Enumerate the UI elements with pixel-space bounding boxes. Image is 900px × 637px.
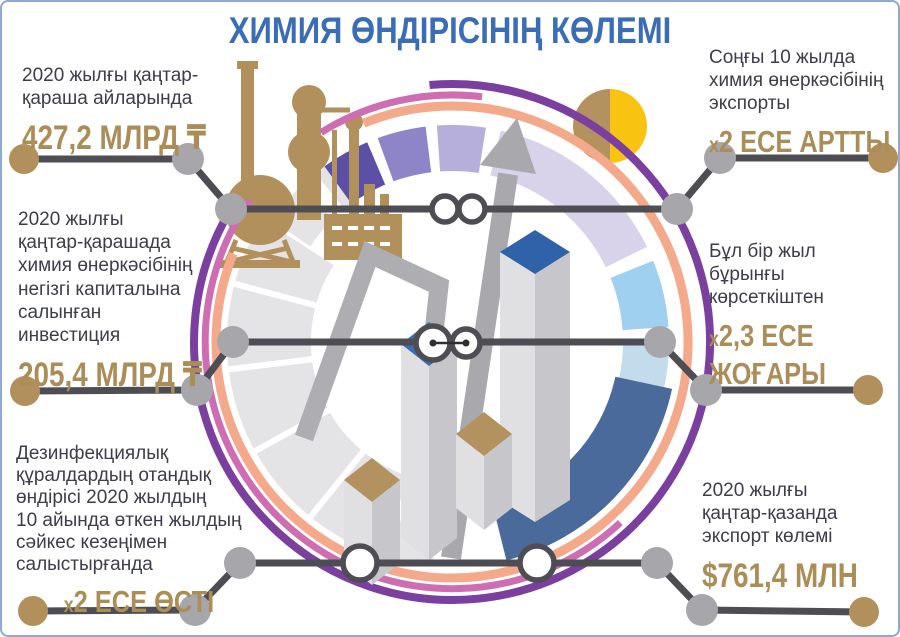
stat-disinfectant-production-desc: Дезинфекциялық құралдардың отандық өндір…: [16, 443, 242, 576]
two-tone-circle-icon: [573, 89, 647, 163]
bar-blue-small: [401, 322, 457, 560]
stat-export-volume-amount: $761,4 МЛН: [702, 556, 858, 595]
stat-investment-desc: 2020 жылғы қаңтар-қарашада химия өнеркәс…: [18, 209, 193, 346]
stat-production-value-amount: 427,2 МЛРД ₸: [22, 119, 207, 158]
connector-bottom: [32, 559, 865, 616]
stat-export-growth: Соңғы 10 жылда химия өнеркәсібінің экспо…: [709, 46, 894, 160]
stat-investment: 2020 жылғы қаңтар-қарашада химия өнеркәс…: [18, 208, 208, 395]
page-title: ХИМИЯ ӨНДІРІСІНІҢ КӨЛЕМІ: [228, 10, 672, 51]
stat-production-value-desc: 2020 жылғы қаңтар- қараша айларында: [22, 65, 199, 110]
stat-yoy-comparison-desc: Бұл бір жыл бұрынғы көрсеткіштен: [709, 241, 824, 309]
stat-export-volume-desc: 2020 жылғы қаңтар-қазанда экспорт көлемі: [702, 480, 838, 548]
stat-investment-amount: 205,4 МЛРД ₸: [18, 356, 203, 395]
stat-production-value: 2020 жылғы қаңтар- қараша айларында 427,…: [22, 64, 217, 158]
ring-markers: [340, 193, 557, 583]
stat-export-growth-desc: Соңғы 10 жылда химия өнеркәсібінің экспо…: [709, 47, 884, 115]
stat-yoy-comparison-amount-line2: ЖОҒАРЫ: [709, 355, 827, 391]
stat-yoy-comparison-amount: х2,3 ЕСЕ: [709, 317, 814, 353]
stat-yoy-comparison: Бұл бір жыл бұрынғы көрсеткіштен х2,3 ЕС…: [709, 240, 894, 392]
stat-export-volume: 2020 жылғы қаңтар-қазанда экспорт көлемі…: [702, 479, 894, 596]
stat-disinfectant-production-amount: х2 ЕСЕ ӨСТІ: [63, 584, 215, 620]
stat-export-growth-amount: х2 ЕСЕ АРТТЫ: [709, 123, 891, 159]
connector-end-dots: [9, 143, 898, 627]
stat-disinfectant-production: Дезинфекциялық құралдардың отандық өндір…: [16, 443, 262, 620]
bar-blue-tall: [500, 230, 570, 522]
connector-nodes: [172, 142, 736, 626]
bar-tan-mid: [456, 412, 512, 530]
